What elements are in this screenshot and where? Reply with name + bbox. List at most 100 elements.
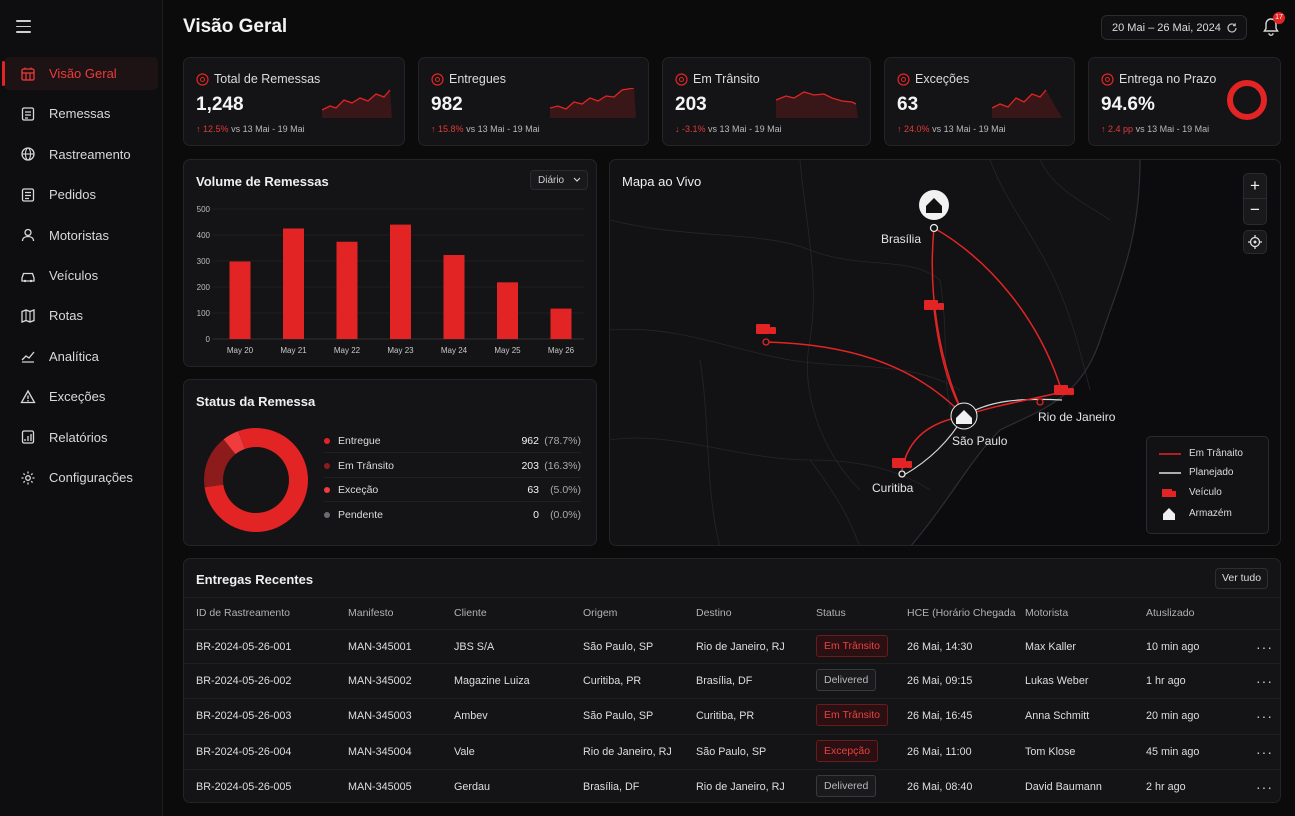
donut-slice[interactable] [204, 439, 236, 488]
bar[interactable] [497, 282, 518, 339]
sidebar-item-7[interactable]: Rotas [4, 299, 158, 332]
map-card: Brasília São Paulo Rio de Janeiro Curiti… [609, 159, 1281, 546]
check-box-icon [431, 73, 444, 86]
cell-origin: São Paulo, SP [583, 710, 654, 722]
column-header[interactable]: Destino [696, 607, 732, 619]
vehicle-marker[interactable] [756, 324, 776, 334]
x-tick-label: May 24 [441, 346, 468, 355]
more-options-icon[interactable]: ··· [1256, 673, 1273, 689]
column-header[interactable]: Atuslizado [1146, 607, 1195, 619]
status-percent: (16.3%) [544, 459, 581, 472]
sidebar-item-5[interactable]: Motoristas [4, 219, 158, 252]
warehouse-pin-sao-paulo[interactable] [950, 402, 978, 430]
column-header[interactable]: Motorista [1025, 607, 1069, 619]
more-options-icon[interactable]: ··· [1256, 779, 1273, 795]
period-label: Diário [538, 175, 565, 186]
trend-arrow-icon: ↓ [675, 124, 683, 134]
cell-eta: 26 Mai, 14:30 [907, 641, 973, 653]
cell-updated: 20 min ago [1146, 710, 1200, 722]
more-options-icon[interactable]: ··· [1256, 639, 1273, 655]
coastline [910, 160, 1141, 545]
bar[interactable] [336, 241, 358, 339]
donut-slice[interactable] [204, 428, 308, 532]
cell-client: Magazine Luiza [454, 675, 530, 687]
map-title: Mapa ao Vivo [622, 174, 702, 189]
period-dropdown[interactable]: Diário [530, 170, 588, 190]
zoom-out-button[interactable]: − [1250, 200, 1260, 219]
status-badge: Delivered [816, 775, 877, 797]
status-label: Em Trânsito [338, 459, 395, 472]
sidebar-item-10[interactable]: Relatórios [4, 421, 158, 454]
vehicle-marker[interactable] [892, 458, 912, 468]
more-options-icon[interactable]: ··· [1256, 744, 1273, 760]
route-bsb-sp [931, 227, 965, 417]
cell-id: BR-2024-05-26-002 [196, 675, 292, 687]
date-range-picker[interactable]: 20 Mai – 26 Mai, 2024 [1101, 15, 1247, 40]
y-tick-label: 500 [197, 205, 211, 214]
zoom-in-button[interactable]: + [1244, 174, 1266, 199]
vehicle-marker[interactable] [924, 300, 944, 310]
sidebar-item-4[interactable]: Pedidos [4, 178, 158, 211]
table-row[interactable]: BR-2024-05-26-005 MAN-345005 Gerdau Brasíli… [184, 769, 1280, 803]
status-legend-row: Entregue 962 (78.7%) [324, 431, 581, 453]
trend-arrow-icon: ↑ [897, 124, 905, 134]
cell-eta: 26 Mai, 11:00 [907, 746, 972, 758]
more-options-icon[interactable]: ··· [1256, 708, 1273, 724]
table-row[interactable]: BR-2024-05-26-002 MAN-345002 Magazine Luiz… [184, 663, 1280, 697]
sidebar-item-9[interactable]: Exceções [4, 380, 158, 413]
package-icon [21, 107, 35, 121]
kpi-card[interactable]: Em Trânsito 203 ↓ -3.1% vs 13 Mai - 19 Mai [662, 57, 871, 146]
kpi-label: Entrega no Prazo [1119, 72, 1217, 86]
column-header[interactable]: Cliente [454, 607, 487, 619]
column-header[interactable]: Origem [583, 607, 618, 619]
status-badge: Delivered [816, 669, 877, 691]
sidebar-item-6[interactable]: Veículos [4, 259, 158, 292]
sparkline-chart [992, 89, 1062, 118]
column-header[interactable]: ID de Rastreamento [196, 607, 290, 619]
recent-deliveries-card: Entregas Recentes Ver tudo ID de Rastrea… [183, 558, 1281, 803]
city-label-curitiba: Curitiba [872, 481, 914, 495]
sidebar-item-label: Configurações [49, 470, 133, 485]
locate-button[interactable] [1243, 230, 1267, 254]
bar[interactable] [283, 228, 304, 340]
bar[interactable] [390, 224, 411, 339]
sidebar-item-1[interactable]: Visão Geral [2, 57, 158, 90]
sidebar-item-3[interactable]: Rastreamento [4, 138, 158, 171]
table-row[interactable]: BR-2024-05-26-004 MAN-345004 Vale Rio de Ja… [184, 734, 1280, 768]
sidebar-item-2[interactable]: Remessas [4, 97, 158, 130]
refresh-icon[interactable] [1226, 22, 1238, 34]
kpi-comparison: ↑ 15.8% vs 13 Mai - 19 Mai [431, 124, 540, 134]
bar[interactable] [229, 261, 251, 339]
donut-slice[interactable] [223, 431, 245, 455]
y-tick-label: 0 [206, 335, 211, 344]
view-all-button[interactable]: Ver tudo [1215, 568, 1268, 589]
vehicle-marker[interactable] [1054, 385, 1074, 395]
menu-icon[interactable] [16, 20, 31, 33]
sidebar-item-8[interactable]: Analítica [4, 340, 158, 373]
warehouse-icon [1163, 508, 1175, 520]
kpi-card[interactable]: Entrega no Prazo 94.6% ↑ 2.4 pp vs 13 Mai … [1088, 57, 1281, 146]
cell-updated: 1 hr ago [1146, 675, 1186, 687]
bar[interactable] [443, 255, 465, 339]
status-legend-row: Pendente 0 (0.0%) [324, 505, 581, 527]
sidebar-item-11[interactable]: Configurações [4, 461, 158, 494]
column-header[interactable]: Manifesto [348, 607, 394, 619]
sidebar-item-label: Rotas [49, 308, 83, 324]
kpi-card[interactable]: Exceções 63 ↑ 24.0% vs 13 Mai - 19 Mai [884, 57, 1075, 146]
table-row[interactable]: BR-2024-05-26-003 MAN-345003 Ambev São Paul… [184, 698, 1280, 732]
bar[interactable] [550, 308, 572, 339]
sidebar-item-label: Remessas [49, 106, 111, 122]
cell-manifest: MAN-345005 [348, 781, 412, 793]
kpi-comparison: ↑ 24.0% vs 13 Mai - 19 Mai [897, 124, 1006, 134]
column-header[interactable]: Status [816, 607, 846, 619]
column-header[interactable]: HCE (Horário Chegada [907, 607, 1016, 619]
table-row[interactable]: BR-2024-05-26-001 MAN-345001 JBS S/A São Pa… [184, 629, 1280, 663]
kpi-card[interactable]: Total de Remessas 1,248 ↑ 12.5% vs 13 Mai … [183, 57, 405, 146]
cell-dest: Brasília, DF [696, 675, 753, 687]
legend-dot [324, 511, 330, 518]
kpi-card[interactable]: Entregues 982 ↑ 15.8% vs 13 Mai - 19 Mai [418, 57, 649, 146]
kpi-compare: vs 13 Mai - 19 Mai [708, 124, 782, 134]
notification-badge: 17 [1273, 12, 1285, 24]
warehouse-pin-brasilia[interactable] [919, 190, 949, 220]
legend-vehicle: Veículo [1189, 487, 1222, 498]
